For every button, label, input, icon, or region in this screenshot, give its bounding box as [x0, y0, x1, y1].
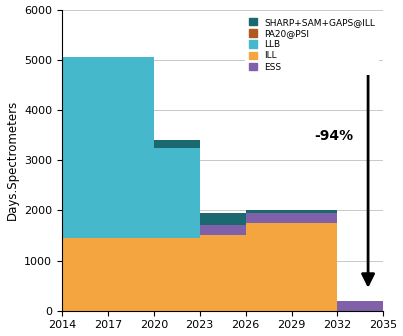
Legend: SHARP+SAM+GAPS@ILL, PA20@PSI, LLB, ILL, ESS: SHARP+SAM+GAPS@ILL, PA20@PSI, LLB, ILL, …: [245, 14, 379, 75]
Polygon shape: [62, 57, 383, 301]
Polygon shape: [62, 213, 383, 301]
Text: -94%: -94%: [314, 129, 353, 143]
Polygon shape: [62, 213, 383, 311]
Polygon shape: [62, 57, 383, 301]
Polygon shape: [62, 223, 383, 311]
Y-axis label: Days.Spectrometers: Days.Spectrometers: [6, 100, 19, 220]
